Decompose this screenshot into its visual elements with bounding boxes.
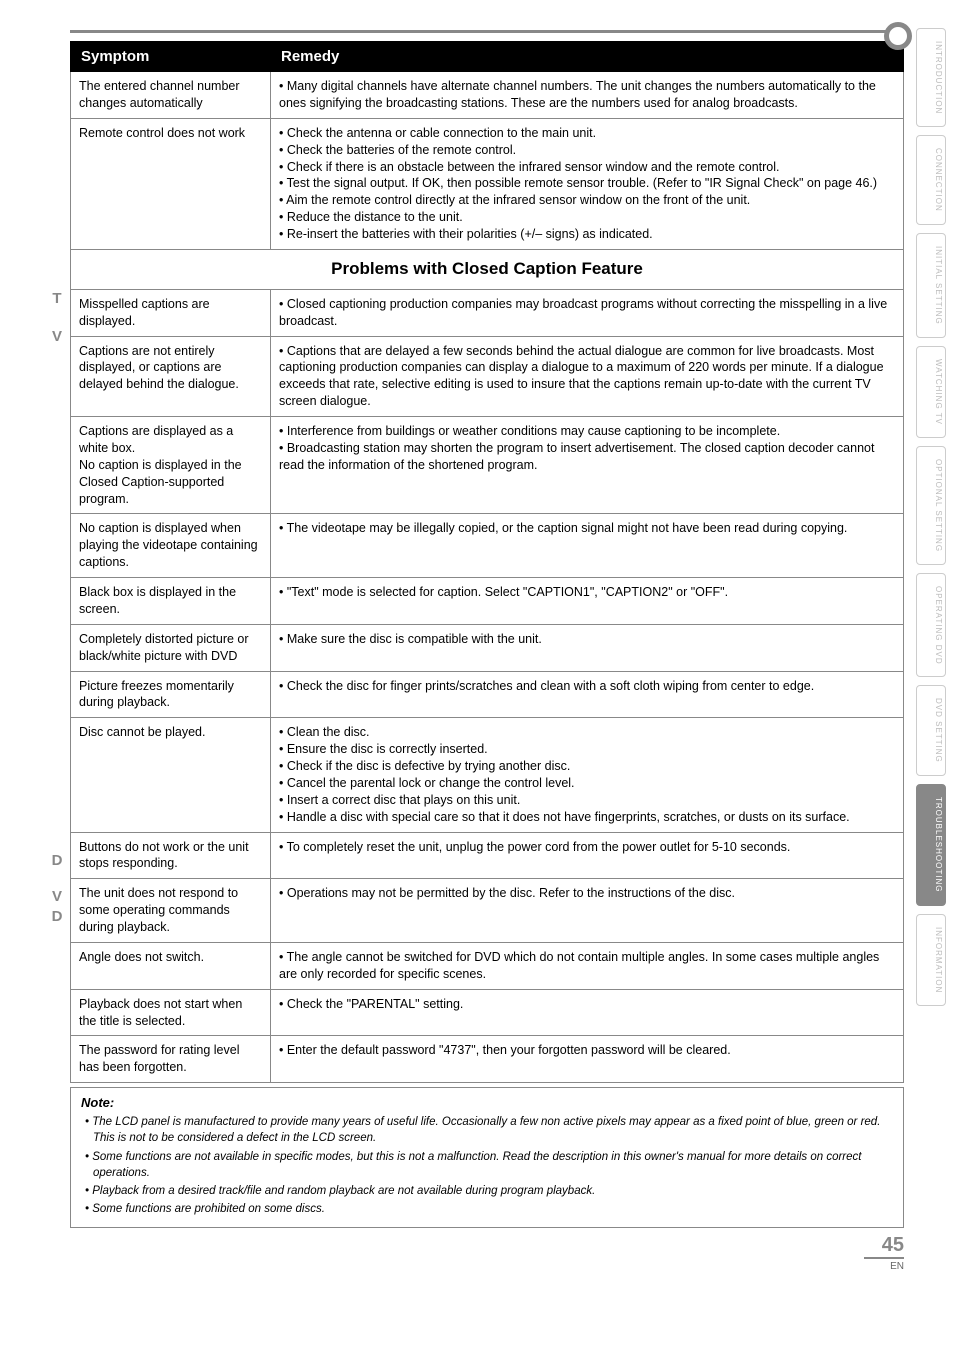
- note-item: • Playback from a desired track/file and…: [81, 1183, 893, 1199]
- table-row: No caption is displayed when playing the…: [71, 514, 904, 578]
- note-title: Note:: [81, 1094, 893, 1112]
- table-header-row: Symptom Remedy: [71, 42, 904, 72]
- tab-introduction[interactable]: INTRODUCTION: [916, 28, 946, 127]
- symptom-cell: Captions are displayed as a white box.No…: [71, 417, 271, 514]
- corner-circle-icon: [884, 22, 912, 50]
- remedy-cell: • "Text" mode is selected for caption. S…: [271, 578, 904, 625]
- remedy-cell: • Check the "PARENTAL" setting.: [271, 989, 904, 1036]
- page-footer: 45 EN: [70, 1234, 904, 1272]
- table-row: Buttons do not work or the unit stops re…: [71, 832, 904, 879]
- left-label-d1: D: [48, 852, 66, 869]
- symptom-cell: Misspelled captions are displayed.: [71, 289, 271, 336]
- page-lang: EN: [864, 1257, 904, 1272]
- symptom-cell: Playback does not start when the title i…: [71, 989, 271, 1036]
- table-row: Disc cannot be played. • Clean the disc.…: [71, 718, 904, 832]
- remedy-cell: • To completely reset the unit, unplug t…: [271, 832, 904, 879]
- remedy-cell: • The videotape may be illegally copied,…: [271, 514, 904, 578]
- top-rule: [70, 30, 904, 33]
- left-label-v2: V: [48, 888, 66, 905]
- left-label-d2: D: [48, 908, 66, 925]
- section-header-row: Problems with Closed Caption Feature: [71, 249, 904, 289]
- symptom-cell: Completely distorted picture or black/wh…: [71, 624, 271, 671]
- remedy-cell: • Clean the disc.• Ensure the disc is co…: [271, 718, 904, 832]
- symptom-cell: Angle does not switch.: [71, 942, 271, 989]
- table-row: Black box is displayed in the screen. • …: [71, 578, 904, 625]
- tab-optional-setting[interactable]: OPTIONAL SETTING: [916, 446, 946, 565]
- tab-operating-dvd[interactable]: OPERATING DVD: [916, 573, 946, 678]
- table-row: Captions are not entirely displayed, or …: [71, 336, 904, 417]
- tab-connection[interactable]: CONNECTION: [916, 135, 946, 225]
- table-row: Captions are displayed as a white box.No…: [71, 417, 904, 514]
- table-row: The entered channel number changes autom…: [71, 72, 904, 119]
- symptom-cell: Black box is displayed in the screen.: [71, 578, 271, 625]
- page-number: 45: [882, 1234, 904, 1256]
- remedy-cell: • Closed captioning production companies…: [271, 289, 904, 336]
- symptom-cell: Picture freezes momentarily during playb…: [71, 671, 271, 718]
- left-label-v1: V: [48, 328, 66, 345]
- table-row: Completely distorted picture or black/wh…: [71, 624, 904, 671]
- symptom-cell: The entered channel number changes autom…: [71, 72, 271, 119]
- tab-dvd-setting[interactable]: DVD SETTING: [916, 685, 946, 776]
- symptom-cell: No caption is displayed when playing the…: [71, 514, 271, 578]
- table-row: Playback does not start when the title i…: [71, 989, 904, 1036]
- side-tabs: INTRODUCTION CONNECTION INITIAL SETTING …: [916, 28, 946, 1006]
- left-label-t: T: [48, 290, 66, 307]
- symptom-cell: Captions are not entirely displayed, or …: [71, 336, 271, 417]
- table-row: The unit does not respond to some operat…: [71, 879, 904, 943]
- table-row: Misspelled captions are displayed. • Clo…: [71, 289, 904, 336]
- note-item: • Some functions are prohibited on some …: [81, 1201, 893, 1217]
- table-row: The password for rating level has been f…: [71, 1036, 904, 1083]
- table-row: Angle does not switch. • The angle canno…: [71, 942, 904, 989]
- section-header: Problems with Closed Caption Feature: [71, 249, 904, 289]
- troubleshooting-table: Symptom Remedy The entered channel numbe…: [70, 41, 904, 1083]
- header-remedy: Remedy: [271, 42, 904, 72]
- header-symptom: Symptom: [71, 42, 271, 72]
- remedy-cell: • Many digital channels have alternate c…: [271, 72, 904, 119]
- tab-initial-setting[interactable]: INITIAL SETTING: [916, 233, 946, 338]
- note-box: Note: • The LCD panel is manufactured to…: [70, 1087, 904, 1228]
- tab-information[interactable]: INFORMATION: [916, 914, 946, 1006]
- remedy-cell: • Make sure the disc is compatible with …: [271, 624, 904, 671]
- tab-troubleshooting[interactable]: TROUBLESHOOTING: [916, 784, 946, 905]
- table-row: Remote control does not work • Check the…: [71, 118, 904, 249]
- remedy-cell: • Check the antenna or cable connection …: [271, 118, 904, 249]
- tab-watching-tv[interactable]: WATCHING TV: [916, 346, 946, 438]
- remedy-cell: • Interference from buildings or weather…: [271, 417, 904, 514]
- remedy-cell: • Check the disc for finger prints/scrat…: [271, 671, 904, 718]
- symptom-cell: Buttons do not work or the unit stops re…: [71, 832, 271, 879]
- remedy-cell: • Captions that are delayed a few second…: [271, 336, 904, 417]
- note-item: • Some functions are not available in sp…: [81, 1149, 893, 1181]
- symptom-cell: Remote control does not work: [71, 118, 271, 249]
- symptom-cell: Disc cannot be played.: [71, 718, 271, 832]
- symptom-cell: The password for rating level has been f…: [71, 1036, 271, 1083]
- table-row: Picture freezes momentarily during playb…: [71, 671, 904, 718]
- remedy-cell: • The angle cannot be switched for DVD w…: [271, 942, 904, 989]
- symptom-cell: The unit does not respond to some operat…: [71, 879, 271, 943]
- remedy-cell: • Operations may not be permitted by the…: [271, 879, 904, 943]
- remedy-cell: • Enter the default password "4737", the…: [271, 1036, 904, 1083]
- note-item: • The LCD panel is manufactured to provi…: [81, 1114, 893, 1146]
